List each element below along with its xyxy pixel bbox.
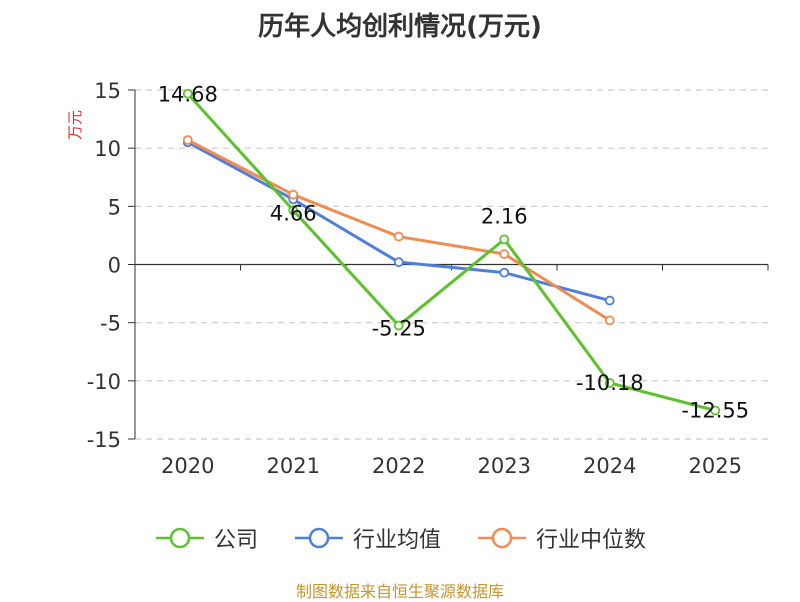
data-label: -12.55: [681, 398, 749, 422]
data-label: 4.66: [270, 201, 317, 225]
data-label: 14.68: [158, 83, 218, 107]
legend-item-industry-mean[interactable]: 行业均值: [293, 522, 441, 554]
legend-line-marker-industry-median: [478, 527, 526, 549]
legend-label-industry-mean: 行业均值: [352, 528, 441, 553]
x-tick-label: 2021: [267, 454, 320, 478]
series-line-1: [187, 141, 611, 303]
data-label: 2.16: [481, 204, 528, 228]
legend-item-industry-median[interactable]: 行业中位数: [476, 522, 646, 554]
data-point-2: [499, 249, 510, 259]
data-source-note: 制图数据来自恒生聚源数据库: [295, 582, 504, 601]
data-label: -10.18: [576, 371, 644, 395]
y-tick-label: 0: [108, 254, 121, 278]
y-tick-label: -15: [87, 428, 121, 452]
data-point-1: [499, 267, 510, 278]
legend-label-industry-median: 行业中位数: [536, 528, 647, 553]
y-tick-label: -5: [100, 312, 121, 336]
x-tick-label: 2020: [161, 454, 214, 478]
y-tick-label: 15: [94, 79, 121, 103]
legend-item-company[interactable]: 公司: [154, 522, 258, 554]
legend-line-marker-industry-mean: [294, 527, 343, 549]
data-point-2: [288, 189, 299, 200]
data-point-0: [182, 88, 193, 99]
series-line-0: [186, 92, 716, 412]
x-tick-label: 2025: [689, 454, 742, 478]
data-point-0: [710, 405, 721, 416]
x-tick-label: 2023: [478, 454, 531, 478]
data-label: -5.25: [372, 317, 426, 341]
x-tick-label: 2024: [583, 454, 636, 478]
data-point-2: [182, 135, 193, 145]
y-tick-label: 10: [94, 137, 121, 161]
data-point-0: [288, 205, 299, 216]
chart-title: 历年人均创利情况(万元): [258, 12, 542, 42]
data-point-0: [604, 378, 615, 388]
series-line-2: [187, 138, 611, 322]
data-point-2: [393, 231, 404, 242]
legend-line-marker-company: [155, 527, 204, 549]
y-tick-label: 5: [108, 195, 121, 219]
legend: 公司 行业均值 行业中位数: [0, 522, 800, 556]
data-point-1: [604, 295, 615, 306]
x-tick-label: 2022: [372, 454, 425, 478]
data-point-0: [499, 234, 510, 245]
legend-label-company: 公司: [213, 528, 258, 553]
data-point-0: [393, 320, 404, 331]
data-point-2: [604, 315, 615, 326]
data-point-1: [393, 257, 404, 268]
y-tick-label: -10: [87, 370, 121, 394]
